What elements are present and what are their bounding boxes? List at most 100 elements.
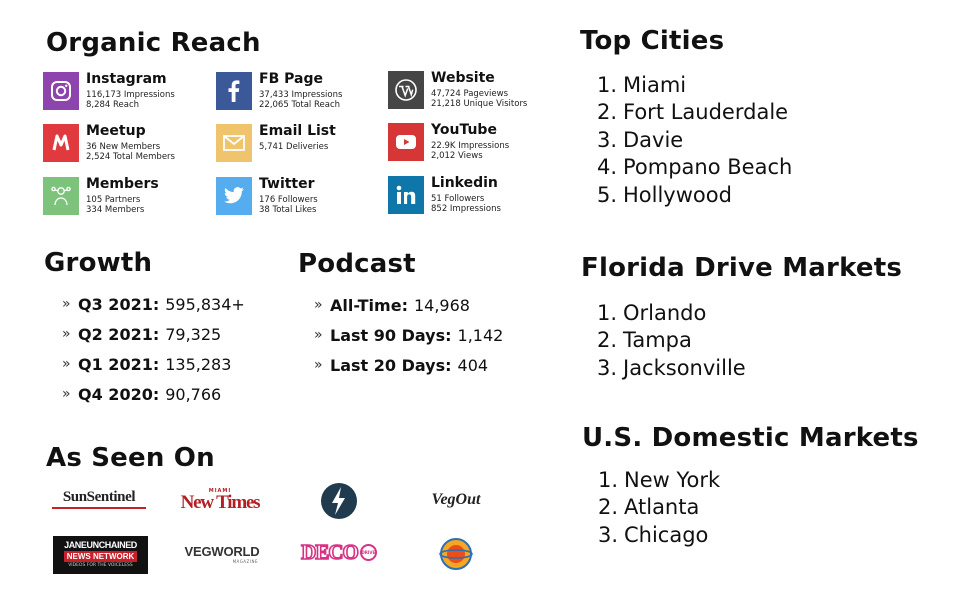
list-number: 2. — [598, 495, 619, 520]
deco-drive-logo: DECO DRIVE — [300, 538, 377, 566]
tile-name: Members — [86, 176, 159, 192]
list-item: 3. Chicago — [598, 521, 720, 549]
organic-reach-title: Organic Reach — [46, 28, 261, 58]
tile-stat: 105 Partners — [86, 195, 141, 205]
jane-unchained-logo: JANEUNCHAINED NEWS NETWORK VIDEOS FOR TH… — [53, 536, 148, 574]
tile-name: Instagram — [86, 71, 167, 87]
florida-drive-title: Florida Drive Markets — [581, 253, 902, 283]
podcast-value: 1,142 — [457, 325, 504, 345]
sun-sentinel-underline — [52, 507, 146, 509]
city-name: Hollywood — [623, 182, 732, 207]
growth-label: Q2 2021: — [78, 324, 160, 344]
reach-tile-meetup: Meetup 36 New Members 2,524 Total Member… — [43, 123, 213, 164]
podcast-label: All-Time: — [330, 295, 408, 315]
tile-name: Linkedin — [431, 175, 498, 191]
market-name: Atlanta — [624, 495, 700, 520]
sun-sentinel-logo: SunSentinel — [50, 485, 148, 513]
linkedin-icon — [388, 176, 424, 214]
city-name: Fort Lauderdale — [623, 100, 789, 125]
tile-name: Twitter — [259, 176, 315, 192]
envelope-icon — [216, 124, 252, 162]
list-number: 3. — [598, 522, 619, 547]
list-number: 2. — [597, 328, 618, 353]
tile-stat: 116,173 Impressions — [86, 90, 175, 100]
growth-value: 135,283 — [165, 354, 232, 374]
list-item: » Q1 2021: 135,283 — [62, 349, 245, 379]
reach-tile-instagram: Instagram 116,173 Impressions 8,284 Reac… — [43, 71, 213, 112]
list-number: 1. — [597, 72, 618, 97]
jane-unchained-tagline: VIDEOS FOR THE VOICELESS — [68, 563, 133, 568]
tile-stat: 51 Followers — [431, 194, 485, 204]
market-name: Chicago — [624, 522, 709, 547]
reach-tile-youtube: YouTube 22.9K Impressions 2,012 Views — [388, 122, 558, 163]
tile-stat: 38 Total Likes — [259, 205, 317, 215]
growth-label: Q3 2021: — [78, 294, 160, 314]
list-item: 1. Orlando — [597, 299, 746, 327]
market-name: New York — [624, 467, 721, 492]
city-name: Miami — [623, 72, 687, 97]
list-item: 3. Davie — [597, 126, 792, 154]
wordpress-icon — [388, 71, 424, 109]
tile-stat: 47,724 Pageviews — [431, 89, 509, 99]
deco-drive-badge: DRIVE — [359, 543, 377, 561]
tile-stat: 5,741 Deliveries — [259, 142, 329, 152]
reach-tile-fb-page: FB Page 37,433 Impressions 22,065 Total … — [216, 71, 386, 112]
tile-stat: 8,284 Reach — [86, 100, 140, 110]
vegout-logo: VegOut — [428, 486, 484, 514]
list-item: 4. Pompano Beach — [597, 154, 792, 182]
podcast-title: Podcast — [298, 249, 416, 279]
tile-stat: 36 New Members — [86, 142, 161, 152]
list-number: 5. — [597, 182, 618, 207]
sun-sentinel-wordmark: SunSentinel — [62, 489, 136, 505]
bullet-icon: » — [62, 296, 71, 312]
city-name: Davie — [623, 127, 684, 152]
tile-stat: 22,065 Total Reach — [259, 100, 341, 110]
tile-stat: 22.9K Impressions — [431, 141, 510, 151]
growth-title: Growth — [44, 248, 153, 278]
growth-value: 90,766 — [165, 384, 222, 404]
jane-unchained-news: NEWS NETWORK — [63, 551, 138, 562]
us-domestic-title: U.S. Domestic Markets — [582, 423, 919, 453]
vegworld-magazine: MAGAZINE — [232, 558, 258, 564]
members-icon — [43, 177, 79, 215]
florida-drive-list: 1. Orlando 2. Tampa 3. Jacksonville — [597, 299, 746, 382]
tile-stat: 21,218 Unique Visitors — [431, 99, 528, 109]
list-item: 1. Miami — [597, 71, 792, 99]
podcast-label: Last 90 Days: — [330, 325, 452, 345]
podcast-value: 14,968 — [413, 295, 470, 315]
tile-name: FB Page — [259, 71, 323, 87]
bullet-icon: » — [314, 357, 323, 373]
podcast-label: Last 20 Days: — [330, 355, 452, 375]
bullet-icon: » — [62, 386, 71, 402]
new-times-logo: MIAMI New Times — [180, 485, 261, 515]
list-item: 3. Jacksonville — [597, 354, 746, 382]
us-domestic-list: 1. New York 2. Atlanta 3. Chicago — [598, 466, 720, 549]
list-item: 1. New York — [598, 466, 720, 494]
list-item: » Q3 2021: 595,834+ — [62, 289, 245, 319]
list-number: 4. — [597, 155, 618, 180]
jane-unchained-title: JANEUNCHAINED — [64, 540, 137, 550]
list-item: » Q2 2021: 79,325 — [62, 319, 245, 349]
bullet-icon: » — [314, 297, 323, 313]
city-name: Pompano Beach — [623, 155, 793, 180]
list-number: 3. — [597, 355, 618, 380]
new-times-miami: MIAMI — [208, 488, 232, 494]
list-item: 2. Atlanta — [598, 494, 720, 522]
list-item: » All-Time: 14,968 — [314, 290, 503, 320]
instagram-icon — [43, 72, 79, 110]
vegworld-wordmark: VEGWORLD — [184, 543, 260, 559]
tile-name: Website — [431, 70, 495, 86]
meetup-icon — [43, 124, 79, 162]
list-item: » Last 90 Days: 1,142 — [314, 320, 503, 350]
reach-tile-twitter: Twitter 176 Followers 38 Total Likes — [216, 176, 386, 217]
market-name: Orlando — [623, 300, 707, 325]
list-item: 2. Fort Lauderdale — [597, 99, 792, 127]
twitter-icon — [216, 177, 252, 215]
tile-stat: 37,433 Impressions — [259, 90, 343, 100]
vegout-wordmark: VegOut — [431, 491, 481, 508]
list-number: 3. — [597, 127, 618, 152]
tile-name: Meetup — [86, 123, 146, 139]
list-item: » Q4 2020: 90,766 — [62, 379, 245, 409]
vegworld-logo: VEGWORLD MAGAZINE — [182, 541, 262, 567]
list-item: » Last 20 Days: 404 — [314, 350, 503, 380]
